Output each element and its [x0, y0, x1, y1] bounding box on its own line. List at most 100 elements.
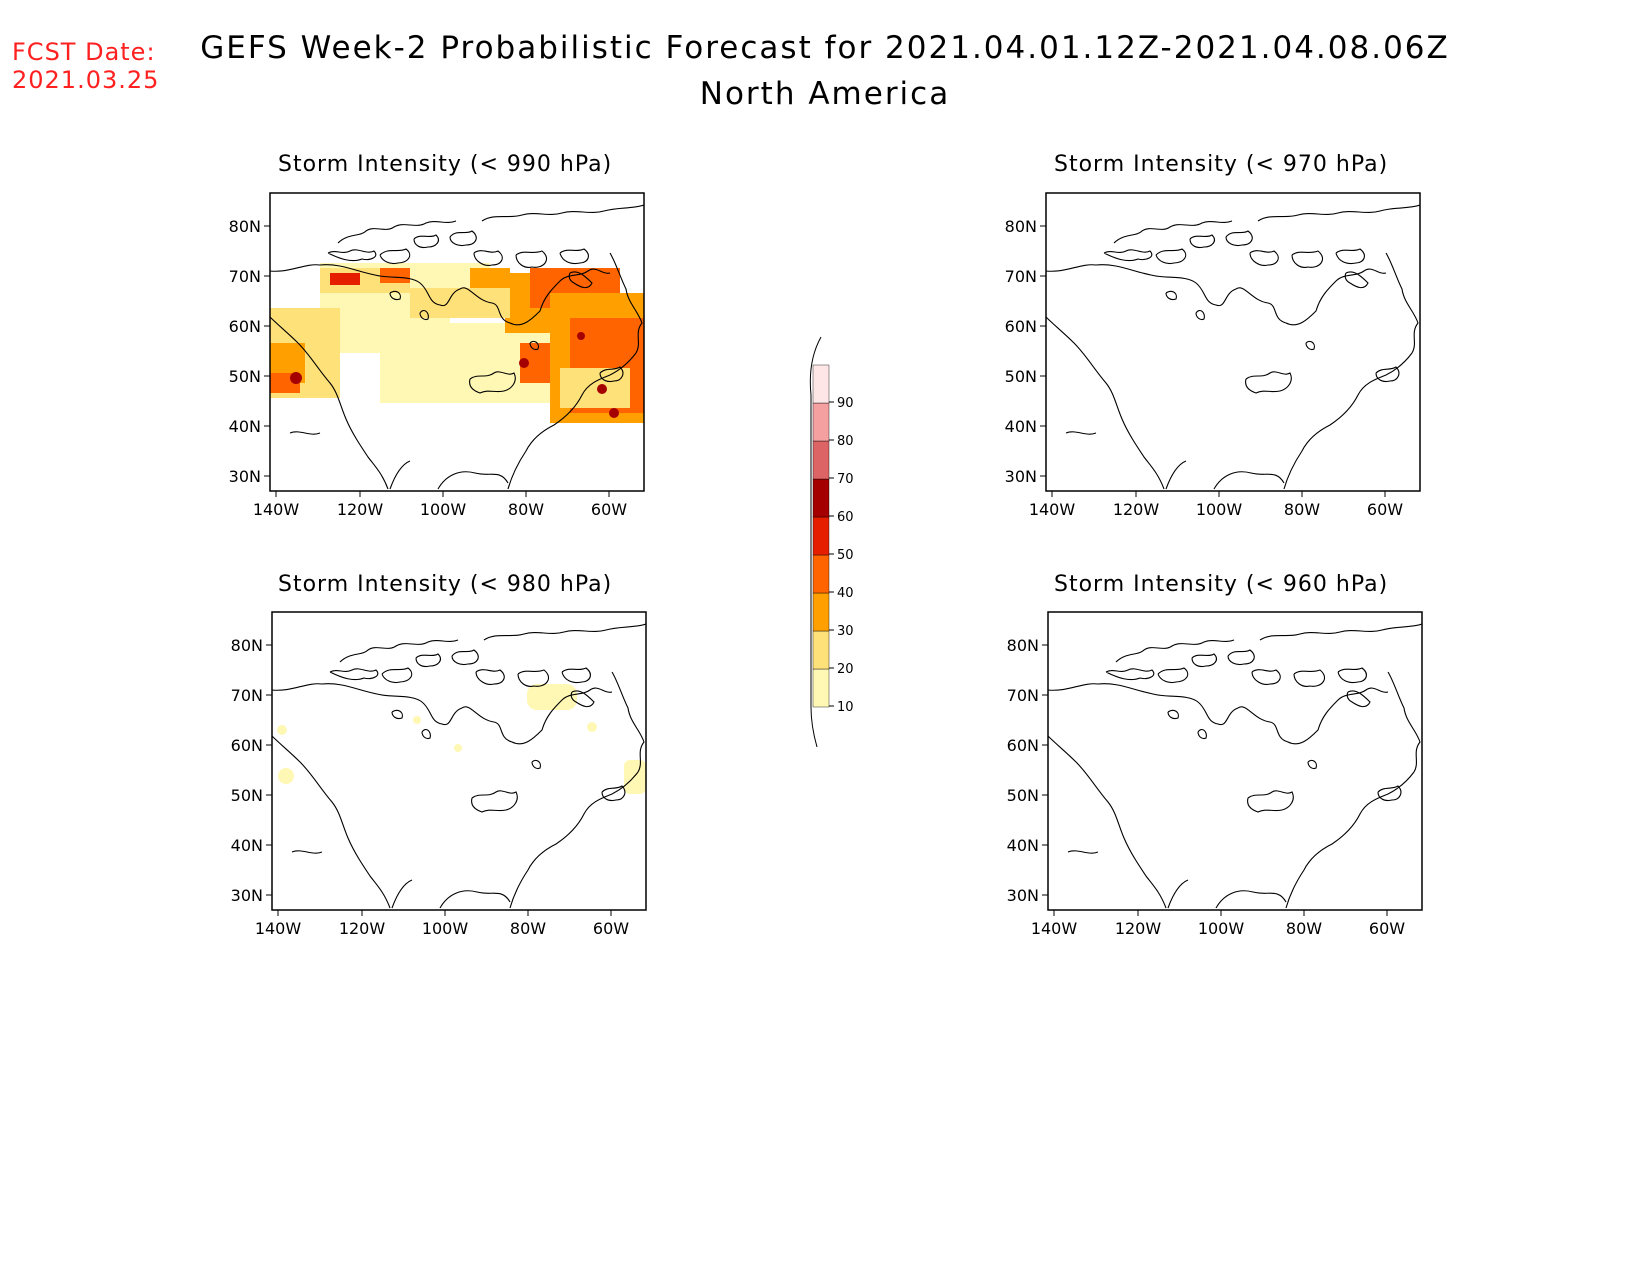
title-text: GEFS Week-2 Probabilistic Forecast for 2… [200, 30, 1450, 66]
lat-label: 40N [231, 836, 263, 855]
coastline [1227, 649, 1255, 666]
coastline [1067, 850, 1099, 854]
fcst-date-value: 2021.03.25 [12, 66, 160, 94]
coastline [1105, 668, 1155, 681]
lon-label: 60W [591, 500, 627, 519]
lon-label: 80W [510, 919, 546, 938]
lon-label: 140W [253, 500, 300, 519]
coastline [507, 352, 637, 490]
coastline [1048, 683, 1239, 726]
probability-shade [624, 760, 646, 794]
coastline [509, 771, 639, 909]
map-panel-990: 80N 70N 60N 50N 40N 30N 140W 120W 100W 80W 60W [229, 192, 645, 519]
lat-label: 50N [1007, 786, 1039, 805]
coastline [1167, 879, 1287, 909]
coastline [481, 204, 644, 222]
coastline [1387, 671, 1421, 773]
lon-label: 100W [422, 919, 469, 938]
probability-shade [609, 408, 619, 418]
coastline [609, 252, 643, 354]
forecast-date-block: FCST Date: 2021.03.25 [12, 38, 159, 94]
coastline [381, 667, 413, 684]
lon-label: 120W [337, 500, 384, 519]
lat-label: 60N [1005, 317, 1037, 336]
page-title: GEFS Week-2 Probabilistic Forecast for 2… [0, 30, 1650, 112]
coastline [389, 460, 509, 490]
coastline [327, 249, 377, 262]
colorbar-bin [812, 630, 830, 670]
coastline [1259, 623, 1422, 641]
lon-label: 60W [593, 919, 629, 938]
probability-shade [278, 768, 294, 784]
coastline [483, 623, 646, 641]
coastline [1247, 790, 1294, 813]
probability-shade [577, 332, 585, 340]
coastline [1113, 220, 1233, 244]
lon-label: 100W [1198, 919, 1245, 938]
coastline [1065, 431, 1097, 435]
colorbar-label: 10 [837, 700, 854, 715]
colorbar-bin [812, 402, 830, 442]
coastline [1048, 735, 1167, 909]
coastline [379, 248, 411, 265]
lat-label: 30N [229, 467, 261, 486]
coastline [449, 230, 477, 247]
coastline [517, 669, 549, 687]
coastline [1046, 316, 1165, 490]
coastline [1167, 709, 1179, 720]
coastline [1307, 759, 1317, 770]
coastline [419, 310, 429, 321]
colorbar-label: 20 [837, 662, 854, 677]
coastline [601, 785, 626, 802]
coastline [473, 250, 503, 266]
colorbar-label: 70 [837, 472, 854, 487]
coastline [461, 687, 613, 745]
lat-label: 70N [231, 686, 263, 705]
lat-label: 80N [231, 636, 263, 655]
coastline [272, 735, 391, 909]
coastline [413, 234, 439, 249]
probability-shade [527, 684, 577, 710]
coastline [1189, 234, 1215, 249]
coastline [1115, 639, 1235, 663]
coastline [1155, 248, 1187, 265]
coastline [1251, 669, 1281, 685]
coastline [291, 850, 323, 854]
map-frame [271, 611, 647, 911]
colorbar-bin [812, 516, 830, 556]
lon-label: 140W [255, 919, 302, 938]
probability-shade [380, 268, 410, 283]
map-frame [269, 192, 645, 492]
lat-label: 70N [229, 267, 261, 286]
colorbar-bin [812, 478, 830, 518]
panel-title-990: Storm Intensity (< 990 hPa) [278, 152, 613, 177]
probability-shade [587, 722, 597, 732]
lon-label: 140W [1029, 500, 1076, 519]
coastline [529, 340, 539, 351]
coastline [391, 879, 511, 909]
coastline [515, 250, 547, 268]
coastline [570, 690, 595, 708]
coastline [421, 729, 431, 740]
coastline [559, 248, 589, 265]
colorbar-bin [812, 440, 830, 480]
map-panel-960: 80N 70N 60N 50N 40N 30N 140W 120W 100W 80W 60W [1007, 611, 1423, 938]
lon-label: 60W [1367, 500, 1403, 519]
colorbar-bin [812, 668, 830, 708]
panel-title-980: Storm Intensity (< 980 hPa) [278, 572, 613, 597]
colorbar-label: 80 [837, 434, 854, 449]
probability-shade [519, 358, 529, 368]
coastline [391, 709, 403, 720]
coastline [1237, 687, 1389, 745]
coastline [1257, 204, 1420, 222]
coastline [1195, 310, 1205, 321]
lat-label: 80N [1007, 636, 1039, 655]
coastline [1191, 653, 1217, 668]
lon-label: 120W [339, 919, 386, 938]
lat-label: 80N [1005, 217, 1037, 236]
colorbar-bin [812, 364, 830, 404]
coastline [611, 671, 645, 773]
coastline [415, 653, 441, 668]
coastline [1377, 785, 1402, 802]
probability-shade [560, 368, 630, 408]
